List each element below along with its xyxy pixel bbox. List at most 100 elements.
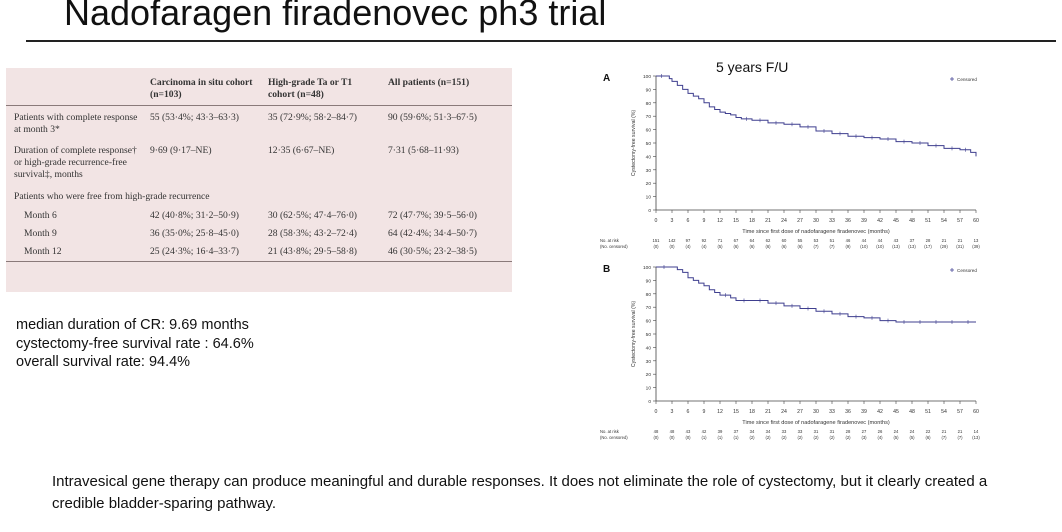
censored-label: (No. censored) [600,435,628,440]
at-risk-value: 42 [702,429,707,434]
censored-value: (6) [925,435,931,440]
at-risk-label: No. at risk [600,238,620,243]
censored-value: (2) [797,435,803,440]
x-tick-label: 12 [717,218,723,224]
y-tick-label: 20 [646,372,652,378]
at-risk-value: 34 [766,429,771,434]
at-risk-value: 21 [958,238,963,243]
censored-value: (5) [717,244,723,249]
at-risk-value: 33 [782,429,787,434]
y-tick-label: 40 [646,154,652,160]
x-tick-label: 54 [941,409,947,415]
x-tick-label: 0 [655,218,658,224]
at-risk-value: 28 [846,429,851,434]
censored-value: (2) [845,435,851,440]
x-tick-label: 30 [813,409,819,415]
at-risk-value: 31 [814,429,819,434]
at-risk-value: 27 [862,429,867,434]
censored-value: (4) [877,435,883,440]
table-cell: 36 (35·0%; 25·8–45·0) [150,228,239,239]
at-risk-value: 44 [878,238,883,243]
at-risk-value: 48 [654,429,659,434]
x-tick-label: 12 [717,409,723,415]
censored-value: (0) [653,435,659,440]
x-tick-label: 48 [909,218,915,224]
x-tick-label: 33 [829,218,835,224]
y-tick-label: 50 [646,141,652,147]
table-cell: Month 6 [24,210,57,221]
at-risk-value: 34 [750,429,755,434]
at-risk-value: 43 [686,429,691,434]
x-tick-label: 51 [925,409,931,415]
censored-label: (No. censored) [600,244,628,249]
y-tick-label: 80 [646,292,652,298]
at-risk-value: 21 [958,429,963,434]
table-section-row: Patients who were free from high-grade r… [6,187,512,207]
x-tick-label: 60 [973,409,979,415]
x-tick-label: 57 [957,409,963,415]
x-tick-label: 30 [813,218,819,224]
x-tick-label: 6 [687,409,690,415]
at-risk-value: 55 [798,238,803,243]
x-tick-label: 15 [733,218,739,224]
x-tick-label: 54 [941,218,947,224]
at-risk-value: 26 [878,429,883,434]
at-risk-value: 46 [846,238,851,243]
x-tick-label: 3 [671,218,674,224]
legend-label: Censored [957,268,977,273]
x-axis-label: Time since first dose of nadofaragene fi… [742,229,890,235]
y-tick-label: 70 [646,305,652,311]
censored-value: (4) [685,244,691,249]
at-risk-value: 53 [814,238,819,243]
summary-stats: median duration of CR: 9.69 months cyste… [16,316,254,372]
x-tick-label: 24 [781,409,787,415]
y-tick-label: 40 [646,345,652,351]
censored-value: (1) [701,435,707,440]
at-risk-value: 21 [942,238,947,243]
censored-value: (10) [876,244,884,249]
table-row: Month 9 36 (35·0%; 25·8–45·0) 28 (58·3%;… [6,225,512,243]
censored-value: (5) [909,435,915,440]
censored-value: (6) [749,244,755,249]
table-cell: 30 (62·5%; 47·4–76·0) [268,210,357,221]
x-tick-label: 42 [877,409,883,415]
y-tick-label: 90 [646,87,652,93]
at-risk-value: 62 [766,238,771,243]
x-tick-label: 42 [877,218,883,224]
at-risk-value: 71 [718,238,723,243]
x-tick-label: 60 [973,218,979,224]
censored-value: (4) [701,244,707,249]
at-risk-value: 24 [910,429,915,434]
censored-value: (0) [669,244,675,249]
x-tick-label: 39 [861,218,867,224]
y-tick-label: 100 [643,74,651,80]
table-row: Duration of complete response† or high-g… [6,142,512,187]
x-tick-label: 0 [655,409,658,415]
conclusion-text: Intravesical gene therapy can produce me… [52,473,988,512]
at-risk-value: 60 [782,238,787,243]
x-tick-label: 45 [893,218,899,224]
censored-value: (3) [861,435,867,440]
table-cell: 72 (47·7%; 39·5–56·0) [388,210,477,221]
table-row: Patients with complete response at month… [6,106,512,143]
at-risk-value: 22 [926,429,931,434]
table-header-all: All patients (n=151) [388,77,470,88]
censored-value: (0) [685,435,691,440]
at-risk-value: 97 [686,238,691,243]
censored-value: (1) [733,435,739,440]
table-cell: 90 (59·6%; 51·3–67·5) [388,112,477,123]
x-tick-label: 9 [703,218,706,224]
at-risk-value: 14 [974,429,979,434]
at-risk-value: 28 [926,238,931,243]
censored-value: (7) [941,435,947,440]
censored-value: (7) [957,435,963,440]
table-cell: Patients with complete response at month… [14,112,138,135]
followup-label: 5 years F/U [716,59,789,75]
censored-value: (6) [733,244,739,249]
at-risk-value: 151 [653,238,661,243]
y-tick-label: 30 [646,359,652,365]
x-tick-label: 39 [861,409,867,415]
x-tick-label: 48 [909,409,915,415]
censored-value: (6) [797,244,803,249]
